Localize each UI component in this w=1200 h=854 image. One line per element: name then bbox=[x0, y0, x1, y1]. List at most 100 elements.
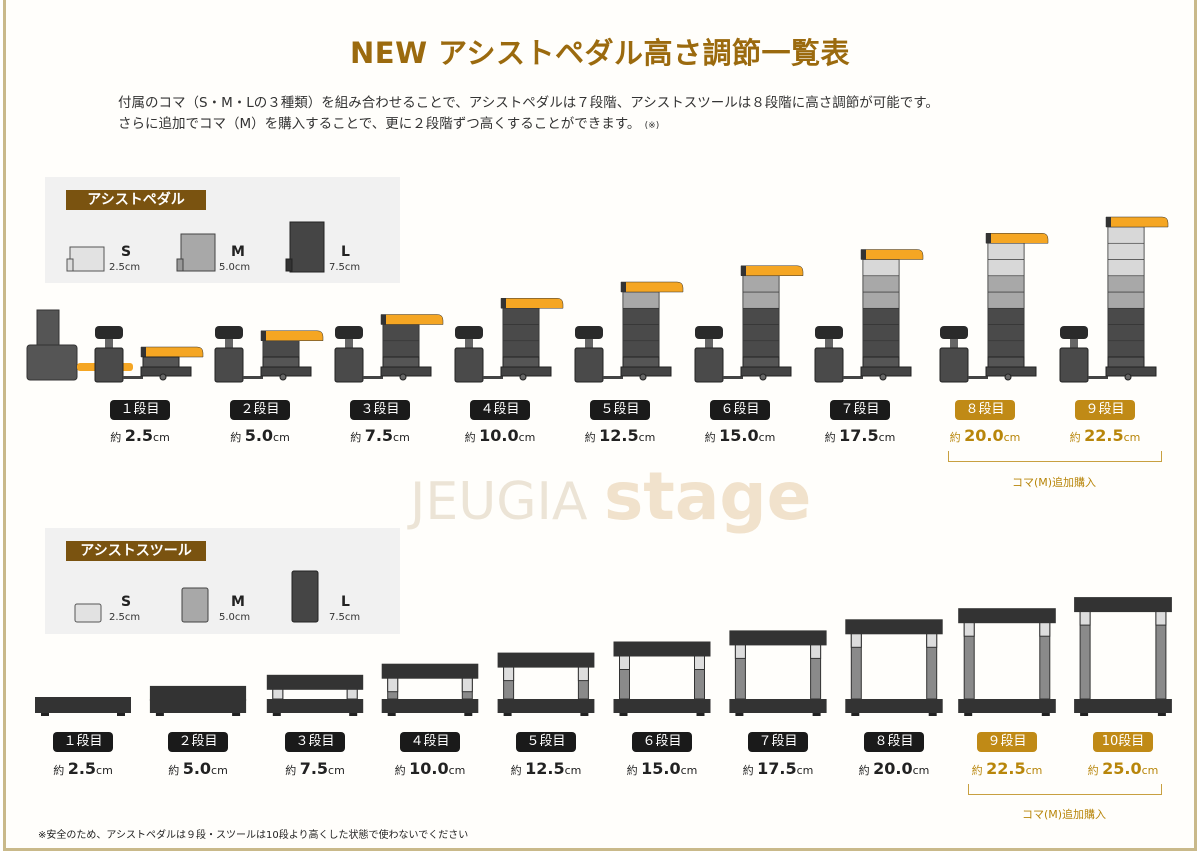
height-prefix: 約 bbox=[394, 764, 406, 777]
pedal-plate-icon bbox=[1105, 216, 1169, 228]
stool-seat-icon bbox=[381, 663, 479, 679]
pedal-level-badge: ７段目 bbox=[830, 400, 890, 420]
piece-height-s: 2.5cm bbox=[109, 262, 141, 273]
pedal-level-height: 約 10.0cm bbox=[445, 426, 555, 445]
pedal-section-tag: アシストペダル bbox=[66, 190, 206, 210]
height-prefix: 約 bbox=[704, 431, 716, 444]
knob-icon bbox=[940, 326, 968, 339]
stool-level-height: 約 7.5cm bbox=[260, 759, 370, 778]
pedal-base-icon bbox=[380, 366, 432, 377]
height-prefix: 約 bbox=[949, 431, 961, 444]
clamp-body-icon bbox=[939, 347, 969, 383]
stool-base-icon bbox=[381, 699, 479, 713]
clamp-body-icon bbox=[574, 347, 604, 383]
pedal-illustration-1 bbox=[94, 326, 204, 383]
height-prefix: 約 bbox=[230, 431, 242, 444]
height-unit: cm bbox=[393, 431, 410, 444]
piece-height-l: 7.5cm bbox=[329, 262, 361, 273]
clamp-body-icon bbox=[1059, 347, 1089, 383]
stool-piece-size-m: M bbox=[231, 594, 245, 610]
pedal-base-icon bbox=[500, 366, 552, 377]
pedal-illustration-8 bbox=[939, 233, 1049, 383]
height-unit: cm bbox=[796, 764, 814, 777]
stool-level-height: 約 15.0cm bbox=[607, 759, 717, 778]
height-prefix: 約 bbox=[464, 431, 476, 444]
height-unit: cm bbox=[153, 431, 170, 444]
clamp-body-icon bbox=[694, 347, 724, 383]
stool-piece-height-l: 7.5cm bbox=[329, 612, 361, 623]
height-value: 22.5 bbox=[1084, 426, 1124, 445]
stool-piece-s-icon bbox=[74, 603, 102, 623]
stool-level-badge: １段目 bbox=[53, 732, 113, 752]
stool-level-badge: ７段目 bbox=[748, 732, 808, 752]
height-unit: cm bbox=[680, 764, 698, 777]
stool-section-tag: アシストスツール bbox=[66, 541, 206, 561]
pedal-level-badge: ４段目 bbox=[470, 400, 530, 420]
height-prefix: 約 bbox=[1087, 764, 1099, 777]
pedal-plate-icon bbox=[860, 249, 924, 260]
stool-seat-icon bbox=[1074, 597, 1172, 613]
stool-illustration-6 bbox=[613, 641, 711, 716]
height-value: 5.0 bbox=[244, 426, 274, 445]
stool-illustration-10 bbox=[1074, 597, 1172, 716]
height-value: 22.5 bbox=[986, 759, 1026, 778]
pedal-level-height: 約 7.5cm bbox=[325, 426, 435, 445]
stool-level-badge: ３段目 bbox=[285, 732, 345, 752]
height-unit: cm bbox=[96, 764, 113, 777]
pedal-level-height: 約 15.0cm bbox=[685, 426, 795, 445]
piece-size-m: M bbox=[231, 244, 245, 260]
stool-level-height: 約 22.5cm bbox=[952, 759, 1062, 778]
stool-seat-icon bbox=[35, 697, 131, 712]
height-value: 2.5 bbox=[124, 426, 154, 445]
pedal-illustration-5 bbox=[574, 281, 684, 383]
height-prefix: 約 bbox=[350, 431, 362, 444]
height-value: 17.5 bbox=[839, 426, 879, 445]
pedal-level-height: 約 2.5cm bbox=[85, 426, 195, 445]
stool-level-height: 約 10.0cm bbox=[375, 759, 485, 778]
stool-level-badge: 10段目 bbox=[1093, 732, 1153, 752]
description-line-1: 付属のコマ（S・M・Lの３種類）を組み合わせることで、アシストペダルは７段階、ア… bbox=[118, 95, 939, 111]
stool-base-icon bbox=[729, 699, 827, 713]
knob-icon bbox=[695, 326, 723, 339]
clamp-body-icon bbox=[94, 347, 124, 383]
stool-base-icon bbox=[958, 699, 1056, 713]
pedal-illustration-2 bbox=[214, 326, 324, 383]
stool-piece-height-s: 2.5cm bbox=[109, 612, 141, 623]
description-line-2: さらに追加でコマ（M）を購入することで、更に２段階ずつ高くすることができます。 … bbox=[118, 112, 659, 132]
clamp-body-icon bbox=[334, 347, 364, 383]
stool-base-icon bbox=[149, 699, 247, 713]
stool-base-icon bbox=[845, 699, 943, 713]
height-unit: cm bbox=[1123, 431, 1141, 444]
pedal-level-height: 約 12.5cm bbox=[565, 426, 675, 445]
knob-icon bbox=[335, 326, 363, 339]
stool-piece-height-m: 5.0cm bbox=[219, 612, 251, 623]
height-value: 17.5 bbox=[757, 759, 797, 778]
pedal-level-badge: ８段目 bbox=[955, 400, 1015, 420]
height-unit: cm bbox=[1003, 431, 1021, 444]
height-unit: cm bbox=[878, 431, 896, 444]
clamp-body-icon bbox=[814, 347, 844, 383]
height-value: 20.0 bbox=[873, 759, 913, 778]
height-value: 10.0 bbox=[409, 759, 449, 778]
height-unit: cm bbox=[211, 764, 228, 777]
amp-pillar-icon bbox=[36, 309, 60, 351]
pedal-extra-bracket bbox=[948, 451, 1162, 462]
stool-level-height: 約 20.0cm bbox=[839, 759, 949, 778]
height-unit: cm bbox=[273, 431, 290, 444]
height-prefix: 約 bbox=[168, 764, 180, 777]
pedal-level-height: 約 17.5cm bbox=[805, 426, 915, 445]
description-text: さらに追加でコマ（M）を購入することで、更に２段階ずつ高くすることができます。 bbox=[118, 116, 641, 132]
pedal-base-icon bbox=[860, 366, 912, 377]
piece-l-icon bbox=[285, 221, 325, 273]
pedal-level-height: 約 5.0cm bbox=[205, 426, 315, 445]
pedal-plate-icon bbox=[740, 265, 804, 276]
height-unit: cm bbox=[564, 764, 582, 777]
safety-footnote: ※安全のため、アシストペダルは９段・スツールは10段より高くした状態で使わないで… bbox=[38, 830, 469, 841]
height-prefix: 約 bbox=[53, 764, 65, 777]
knob-icon bbox=[95, 326, 123, 339]
height-value: 25.0 bbox=[1102, 759, 1142, 778]
height-prefix: 約 bbox=[824, 431, 836, 444]
pedal-illustration-9 bbox=[1059, 216, 1169, 383]
height-prefix: 約 bbox=[110, 431, 122, 444]
pedal-level-height: 約 20.0cm bbox=[930, 426, 1040, 445]
